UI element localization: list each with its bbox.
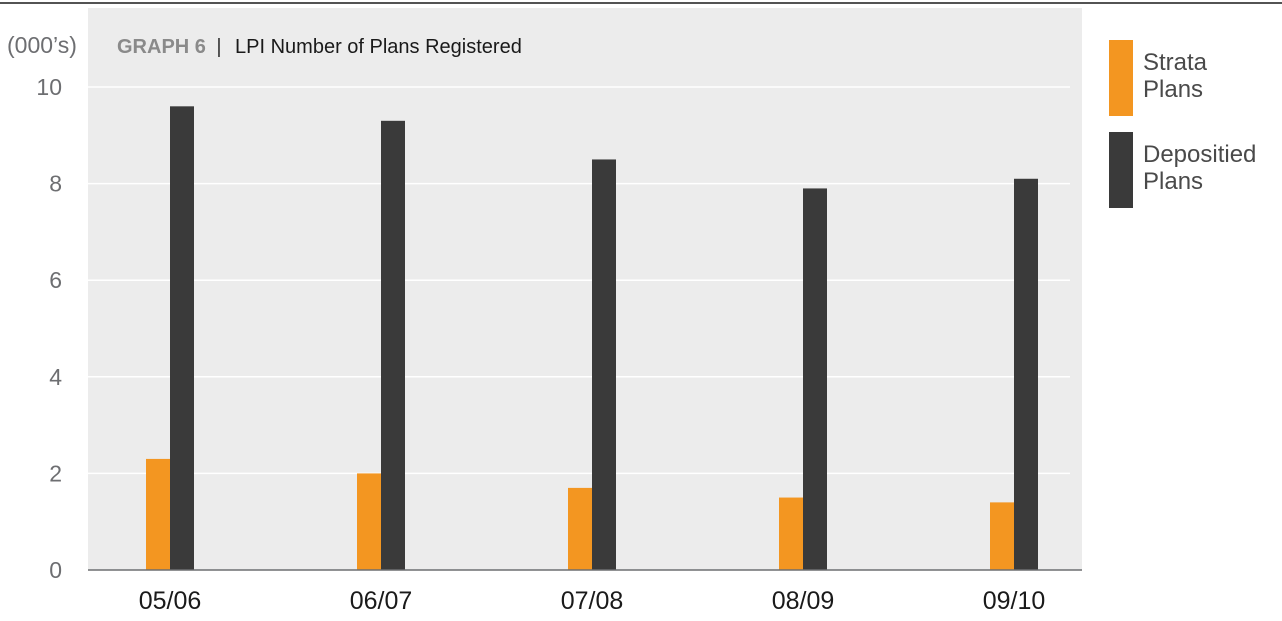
category-label: 06/07 [350, 587, 413, 615]
y-tick-labels: 0 2 4 6 8 10 [36, 74, 62, 583]
bar-strata-plans-0 [146, 458, 170, 570]
category-label: 05/06 [139, 587, 202, 615]
bar-strata-plans-1 [357, 473, 381, 570]
title-text: LPI Number of Plans Registered [235, 36, 522, 58]
bar-depositied-plans-1 [381, 120, 405, 570]
bar-depositied-plans-0 [170, 106, 194, 570]
bar-depositied-plans-4 [1014, 178, 1038, 570]
legend-label: Plans [1143, 76, 1203, 103]
chart-title: GRAPH 6 | LPI Number of Plans Registered [117, 36, 522, 58]
category-label: 07/08 [561, 587, 624, 615]
category-labels: 05/06 06/07 07/08 08/09 09/10 [139, 587, 1046, 615]
bar-depositied-plans-2 [592, 159, 616, 570]
title-separator: | [216, 36, 221, 58]
category-label: 09/10 [983, 587, 1046, 615]
legend-label: Depositied [1143, 141, 1256, 168]
gridlines [88, 86, 1070, 475]
plot-background [88, 8, 1082, 570]
legend-label: Plans [1143, 168, 1203, 195]
bar-strata-plans-2 [568, 487, 592, 570]
bar-depositied-plans-3 [803, 188, 827, 570]
category-label: 08/09 [772, 587, 835, 615]
y-tick-label: 8 [49, 171, 62, 197]
legend-swatch [1109, 132, 1133, 208]
y-tick-label: 4 [49, 364, 62, 390]
unit-label: (000’s) [7, 32, 77, 58]
y-tick-label: 6 [49, 267, 62, 293]
bar-strata-plans-3 [779, 497, 803, 570]
title-prefix: GRAPH 6 [117, 36, 206, 58]
bar-strata-plans-4 [990, 502, 1014, 570]
legend-swatch [1109, 40, 1133, 116]
bars [146, 106, 1038, 570]
y-tick-label: 0 [49, 557, 62, 583]
y-tick-label: 10 [36, 74, 62, 100]
legend-label: Strata [1143, 49, 1208, 76]
y-tick-label: 2 [49, 460, 62, 486]
